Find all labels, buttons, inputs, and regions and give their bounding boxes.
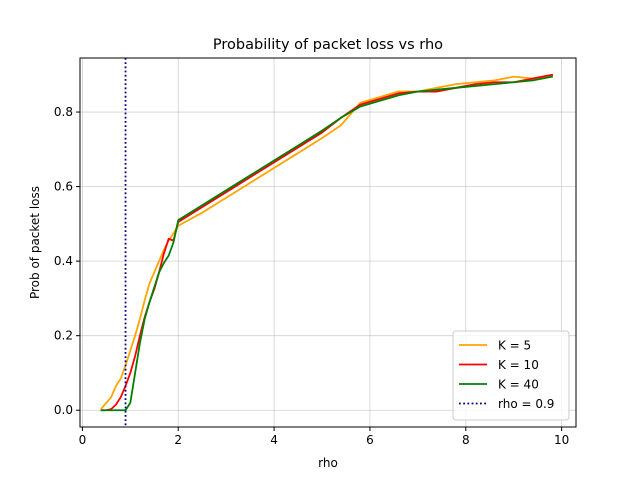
y-tick-label: 0.2 [54,329,73,343]
x-tick-label: 6 [366,433,374,447]
x-tick-label: 0 [79,433,87,447]
legend: K = 5 K = 10 K = 40 rho = 0.9 [452,330,570,421]
series-line-2 [100,75,554,412]
legend-label: rho = 0.9 [498,397,554,411]
series-layer [100,58,554,427]
legend-box [452,330,570,421]
legend-label: K = 5 [498,339,531,353]
legend-label: K = 40 [498,378,539,392]
x-tick-label: 2 [174,433,182,447]
x-tick-label: 10 [554,433,569,447]
y-tick-label: 0.0 [54,403,73,417]
series-line-1 [100,73,554,412]
legend-label: K = 10 [498,358,539,372]
x-axis-label: rho [318,456,338,470]
chart-title: Probability of packet loss vs rho [213,37,443,53]
y-axis-label: Prob of packet loss [28,186,42,299]
series-line-0 [100,73,554,410]
plot-frame [79,57,577,428]
y-tick-label: 0.6 [54,180,73,194]
ticks: 0 2 4 6 8 10 0.0 0.2 0.4 0.6 0.8 [54,105,569,447]
y-tick-label: 0.4 [54,254,73,268]
y-tick-label: 0.8 [54,105,73,119]
x-tick-label: 8 [462,433,470,447]
x-tick-label: 4 [270,433,278,447]
